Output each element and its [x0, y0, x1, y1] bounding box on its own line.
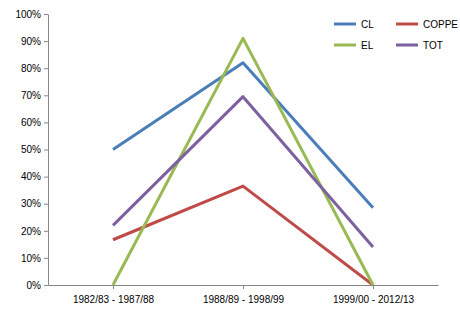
x-axis: 1982/83 - 1987/88 1988/89 - 1998/99 1999/0…	[49, 285, 439, 305]
y-tick-mark	[44, 41, 48, 42]
series-group	[113, 38, 373, 285]
y-tick: 10%	[21, 253, 48, 264]
plot-area: 0% 10% 20% 30% 40% 50% 60% 70% 80% 90% 100% 1982/83…	[15, 9, 458, 305]
y-tick-mark	[44, 177, 48, 178]
y-tick-mark	[44, 285, 48, 286]
x-tick-mark	[373, 285, 374, 289]
series-line	[113, 38, 373, 285]
y-tick-label: 80%	[21, 63, 41, 74]
y-tick-label: 40%	[21, 171, 41, 182]
y-tick-mark	[44, 95, 48, 96]
x-tick-label: 1999/00 - 2012/13	[333, 294, 415, 305]
y-axis-line	[48, 15, 49, 286]
chart-container: 0% 10% 20% 30% 40% 50% 60% 70% 80% 90% 100% 1982/83…	[0, 0, 460, 314]
y-tick: 100%	[15, 9, 48, 20]
y-tick: 40%	[21, 171, 48, 182]
y-tick-label: 20%	[21, 226, 41, 237]
legend-item: TOT	[396, 40, 443, 51]
y-tick-mark	[44, 258, 48, 259]
y-tick-mark	[44, 231, 48, 232]
y-tick: 0%	[27, 280, 48, 291]
legend-item: COPPE	[396, 19, 458, 30]
series-line	[113, 97, 373, 247]
x-tick: 1988/89 - 1998/99	[203, 285, 285, 305]
y-tick: 90%	[21, 36, 48, 47]
y-tick-label: 70%	[21, 90, 41, 101]
legend-swatch	[334, 44, 356, 47]
y-tick: 60%	[21, 117, 48, 128]
y-tick-label: 0%	[27, 280, 42, 291]
y-tick-mark	[44, 68, 48, 69]
y-tick: 80%	[21, 63, 48, 74]
legend-item: CL	[334, 19, 374, 30]
y-tick: 70%	[21, 90, 48, 101]
legend-swatch	[334, 23, 356, 26]
y-tick-label: 10%	[21, 253, 41, 264]
x-tick-label: 1988/89 - 1998/99	[203, 294, 285, 305]
y-tick-mark	[44, 204, 48, 205]
y-tick-mark	[44, 150, 48, 151]
y-tick-label: 60%	[21, 117, 41, 128]
y-tick-label: 50%	[21, 144, 41, 155]
x-tick-mark	[243, 285, 244, 289]
legend-item: EL	[334, 40, 374, 51]
x-tick-label: 1982/83 - 1987/88	[73, 294, 155, 305]
legend-label: EL	[361, 40, 374, 51]
legend-label: COPPE	[423, 19, 458, 30]
x-tick-mark	[113, 285, 114, 289]
chart-svg: 0% 10% 20% 30% 40% 50% 60% 70% 80% 90% 100% 1982/83…	[0, 0, 460, 314]
y-axis: 0% 10% 20% 30% 40% 50% 60% 70% 80% 90% 100%	[15, 9, 48, 291]
y-tick: 50%	[21, 144, 48, 155]
x-tick: 1999/00 - 2012/13	[333, 285, 415, 305]
legend: CL COPPE EL TOT	[334, 19, 458, 51]
legend-swatch	[396, 23, 418, 26]
y-tick: 30%	[21, 198, 48, 209]
legend-swatch	[396, 44, 418, 47]
y-tick-mark	[44, 122, 48, 123]
y-tick-label: 90%	[21, 36, 41, 47]
legend-label: CL	[361, 19, 374, 30]
x-tick: 1982/83 - 1987/88	[73, 285, 155, 305]
legend-label: TOT	[423, 40, 443, 51]
y-tick-label: 30%	[21, 198, 41, 209]
y-tick: 20%	[21, 226, 48, 237]
y-tick-label: 100%	[15, 9, 41, 20]
y-tick-mark	[44, 14, 48, 15]
